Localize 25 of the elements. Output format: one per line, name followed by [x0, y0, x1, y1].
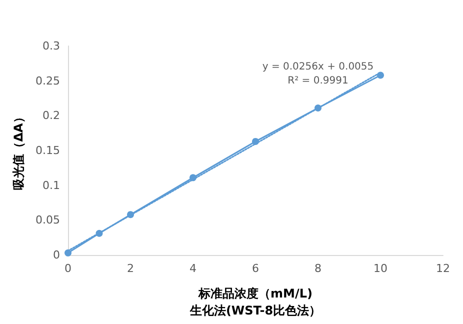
y-tick-label: 0.25: [36, 74, 60, 88]
x-tick-label: 12: [436, 262, 450, 275]
point: [190, 174, 196, 182]
x-tick-label: 10: [374, 262, 388, 275]
y-axis-title: 吸光值（ΔA）: [12, 111, 26, 190]
x-tick-label: 2: [127, 262, 134, 275]
point: [127, 211, 134, 218]
y-tick-label: 0.2: [42, 109, 60, 122]
point: [377, 72, 384, 79]
y-tick-label: 0.15: [36, 144, 60, 157]
x-tick-label: 4: [190, 262, 196, 275]
point: [96, 230, 103, 237]
x-tick-label: 6: [252, 262, 259, 275]
x-tick-label: 8: [314, 262, 322, 275]
y-tick-label: 0.3: [42, 40, 60, 52]
point: [64, 249, 72, 256]
x-tick-label: 0: [64, 262, 72, 275]
annotation: y = 0.0256x + 0.0055: [262, 62, 374, 72]
y-tick-label: 0: [53, 248, 60, 262]
annotation: R² = 0.9991: [288, 76, 348, 86]
point: [252, 138, 259, 145]
x-axis-title: 标准品浓度（mM/L) 生化法(WST-8比色法）: [188, 286, 322, 318]
point: [314, 104, 322, 112]
y-tick-label: 0.05: [36, 214, 60, 227]
y-tick-label: 0.1: [42, 178, 60, 192]
